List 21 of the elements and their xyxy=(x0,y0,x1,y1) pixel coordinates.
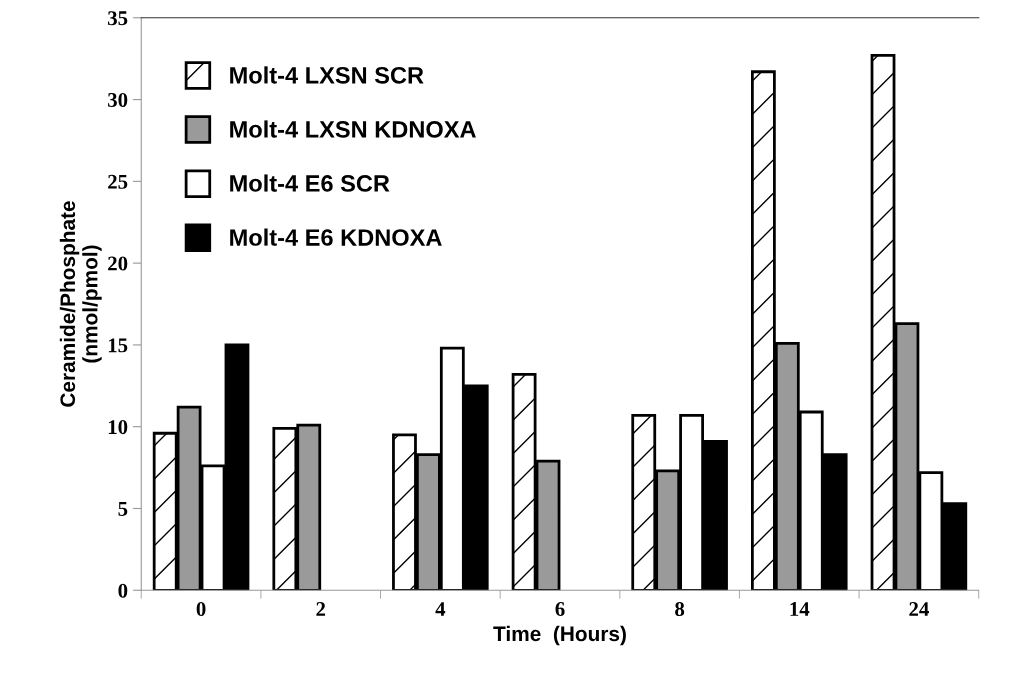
y-tick-label: 5 xyxy=(118,502,128,516)
y-tick-label: 30 xyxy=(108,92,128,107)
x-tick-label: 8 xyxy=(675,602,685,617)
x-tick-label: 0 xyxy=(196,602,206,617)
y-tick-label: 25 xyxy=(108,174,128,189)
x-tick-label: 24 xyxy=(909,602,929,616)
y-tick-label: 15 xyxy=(108,338,128,353)
y-tick-label: 10 xyxy=(108,420,128,435)
x-tick-label: 4 xyxy=(435,602,446,616)
x-tick-label: 6 xyxy=(555,602,565,617)
legend-label: Molt-4 E6 KDNOXA xyxy=(230,228,442,246)
y-axis-title: Ceramide/Phosphate (nmol/pmol) xyxy=(59,201,102,407)
legend-label: Molt-4 LXSN KDNOXA xyxy=(230,120,476,138)
y-tick-label: 0 xyxy=(118,583,128,598)
x-tick-label: 14 xyxy=(790,602,810,616)
x-tick-label: 2 xyxy=(316,602,326,616)
legend-label: Molt-4 E6 SCR xyxy=(230,174,390,192)
y-tick-label: 35 xyxy=(108,11,128,26)
legend-label: Molt-4 LXSN SCR xyxy=(230,66,424,84)
y-tick-label: 20 xyxy=(108,256,128,271)
x-axis-title: Time (Hours) xyxy=(493,625,626,646)
